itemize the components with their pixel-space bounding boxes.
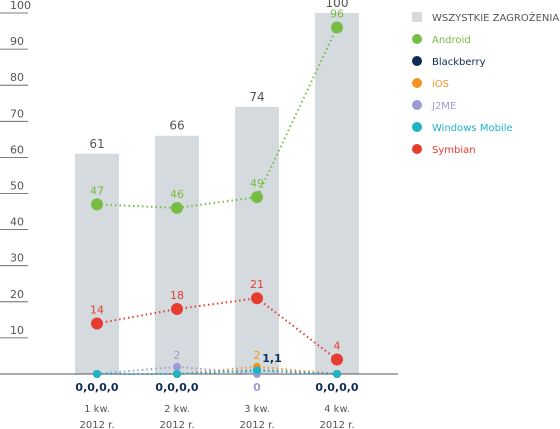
x-tick-label: 2012 r. [320, 420, 355, 429]
bar [315, 13, 359, 374]
x-tick-label: 2 kw. [164, 404, 190, 415]
data-label: 4 [334, 340, 341, 353]
y-tick-label: 100 [10, 0, 31, 12]
point [171, 201, 183, 214]
y-tick-label: 70 [10, 107, 24, 120]
bar-label: 66 [169, 119, 184, 133]
legend-swatch [412, 122, 422, 132]
point [251, 191, 263, 204]
bar [75, 153, 119, 374]
point [91, 198, 103, 211]
annotation: 0 [253, 381, 261, 394]
point [93, 370, 101, 378]
x-tick-label: 1 kw. [84, 404, 110, 415]
y-tick-label: 90 [10, 35, 24, 48]
legend-label: Android [432, 35, 471, 46]
legend-label: Symbian [432, 145, 476, 156]
point [333, 370, 341, 378]
data-label: 21 [250, 278, 264, 291]
data-label: 46 [170, 188, 184, 201]
legend-label: J2ME [431, 101, 456, 112]
x-tick-label: 4 kw. [324, 404, 350, 415]
legend-swatch [412, 78, 422, 88]
point [173, 370, 181, 378]
legend-label: Blackberry [432, 57, 486, 68]
point [253, 366, 261, 375]
point [251, 292, 263, 305]
legend-label: Windows Mobile [432, 123, 513, 134]
y-tick-label: 40 [10, 216, 24, 229]
y-tick-label: 50 [10, 180, 24, 193]
x-tick-label: 2012 r. [160, 420, 195, 429]
y-tick-label: 60 [10, 143, 24, 156]
legend-swatch [412, 144, 422, 154]
annotation: 0,0,0,0 [75, 381, 118, 394]
point [91, 317, 103, 330]
legend-swatch [412, 56, 422, 66]
annotation: 0,0,0,0 [315, 381, 358, 394]
series-line [96, 365, 337, 375]
bar [235, 106, 279, 375]
point [331, 21, 343, 34]
data-label: 2 [174, 349, 181, 362]
legend-label: WSZYSTKIE ZAGROŻENIA [432, 11, 559, 24]
series-line [96, 27, 338, 209]
series-line [96, 297, 338, 361]
x-tick-label: 3 kw. [244, 404, 270, 415]
legend-swatch [412, 100, 422, 110]
y-tick-label: 10 [10, 324, 24, 337]
y-tick-label: 30 [10, 252, 24, 265]
data-label: 49 [250, 177, 264, 190]
point [171, 303, 183, 316]
data-label: 47 [90, 184, 104, 197]
data-label: 2 [254, 349, 261, 362]
y-tick-label: 20 [10, 288, 24, 301]
x-tick-label: 2012 r. [80, 420, 115, 429]
data-label: 96 [330, 7, 344, 20]
point [173, 362, 181, 371]
bar-label: 74 [249, 90, 264, 104]
bar-label: 100 [326, 0, 349, 10]
legend-swatch [412, 12, 422, 22]
x-tick-label: 2012 r. [240, 420, 275, 429]
annotation: 0,0,0,0 [155, 381, 198, 394]
data-label: 14 [90, 303, 104, 316]
legend-swatch [412, 34, 422, 44]
point [331, 353, 343, 366]
annotation: 1,1 [262, 352, 282, 365]
data-label: 18 [170, 289, 184, 302]
y-tick-label: 80 [10, 71, 24, 84]
bar [155, 135, 199, 374]
bar-label: 61 [89, 137, 104, 151]
legend-label: iOS [432, 79, 449, 90]
